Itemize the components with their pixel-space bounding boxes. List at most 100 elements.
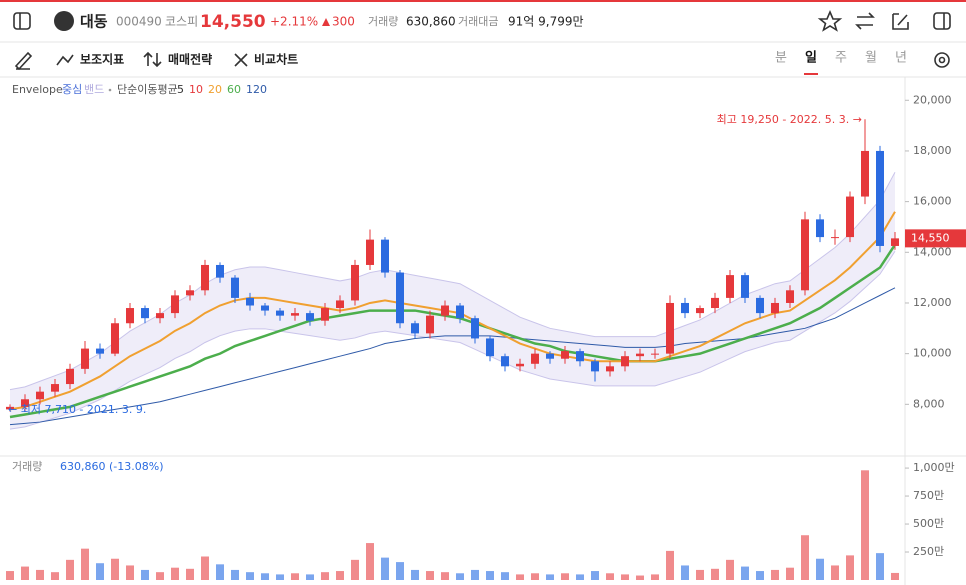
volume-bar [21,566,29,580]
amount-label: 거래대금 [458,15,498,28]
moving-average [9,244,897,419]
toolbar-item[interactable]: 보조지표 [80,52,124,67]
candle-body [81,348,89,369]
legend-period: 20 [208,83,222,96]
period-tab[interactable]: 년 [895,51,907,66]
volume-bar [201,556,209,580]
y-tick-label: 20,000 [913,93,952,106]
y-tick-label: 18,000 [913,144,952,157]
volume-bar [561,573,569,580]
candle-body [861,150,869,197]
candle-body [471,318,479,339]
active-underline [804,73,818,75]
candle-body [666,302,674,354]
candle-body [381,239,389,273]
volume-bar [861,470,869,580]
moving-average [9,211,896,411]
volume-bar [321,572,329,580]
volume-legend-label: 거래량 [12,460,42,473]
candle-body [711,297,719,309]
candle-body [351,264,359,301]
volume-bar [126,565,134,580]
edit-button[interactable] [892,13,909,30]
candle-body [261,305,269,311]
y-tick-label: 1,000만 [913,461,955,474]
stock-name[interactable]: 대동 [80,13,108,31]
candle-body [201,264,209,291]
indicator-icon [56,54,74,66]
candle-body [216,264,224,278]
volume-bar [711,568,719,580]
candle-body [801,219,809,291]
volume-bar [171,567,179,580]
candle-body [441,305,449,316]
candle-body [186,290,194,296]
volume-bar [756,571,764,580]
volume-bar [396,562,404,580]
candle-body [831,237,839,239]
volume-bar [726,559,734,580]
candle-body [516,363,524,367]
up-arrow [322,18,330,26]
candle-body [21,399,29,407]
volume-bar [36,569,44,580]
top-accent [0,0,966,2]
candle-body [231,277,239,298]
candle-body [726,275,734,298]
toolbar-item[interactable]: 매매전략 [168,52,212,67]
legend-period: 60 [227,83,241,96]
sidebar-toggle[interactable] [13,12,31,30]
period-tab[interactable]: 분 [775,51,787,66]
candle-body [96,348,104,354]
favorite-button[interactable] [817,9,843,32]
candle-body [306,313,314,321]
volume-bar [621,574,629,580]
draw-button[interactable] [14,51,33,71]
volume-bar [636,575,644,580]
toolbar-item[interactable]: 비교차트 [254,52,298,67]
swap-button[interactable] [855,12,875,30]
volume-bar [276,574,284,580]
candle-body [51,384,59,392]
compare-icon [234,53,248,67]
volume-bar [381,557,389,580]
y-tick-label: 750만 [913,489,944,502]
candle-body [876,150,884,246]
candle-body [111,323,119,354]
volume-bar [831,565,839,580]
legend-center: 중심 [62,83,82,96]
volume-bar [591,571,599,580]
last-price-label: 14,550 [911,231,950,244]
candle-body [396,272,404,324]
candle-body [156,313,164,319]
stock-code: 000490 [116,15,162,29]
volume-bar [141,569,149,580]
volume: 630,860 [406,15,456,29]
candle-body [651,353,659,355]
volume-bar [816,558,824,580]
legend-period: 120 [246,83,267,96]
candle-body [486,338,494,357]
price: 14,550 [200,12,266,32]
y-tick-label: 10,000 [913,347,952,360]
candle-body [846,196,854,238]
candle-body [291,313,299,316]
volume-label: 거래량 [368,15,398,28]
settings-button[interactable] [934,52,950,68]
period-tab[interactable]: 일 [805,51,817,66]
candle-body [426,315,434,334]
candle-body [621,356,629,367]
volume-bar [441,572,449,580]
candle-body [66,368,74,385]
volume-bar [426,571,434,580]
period-tab[interactable]: 월 [865,51,877,66]
envelope-lower [9,251,896,430]
volume-bar [801,535,809,580]
volume-bar [411,569,419,580]
volume-bar [696,569,704,580]
panel-toggle[interactable] [933,12,951,30]
period-tab[interactable]: 주 [835,51,847,66]
candle-body [756,297,764,314]
